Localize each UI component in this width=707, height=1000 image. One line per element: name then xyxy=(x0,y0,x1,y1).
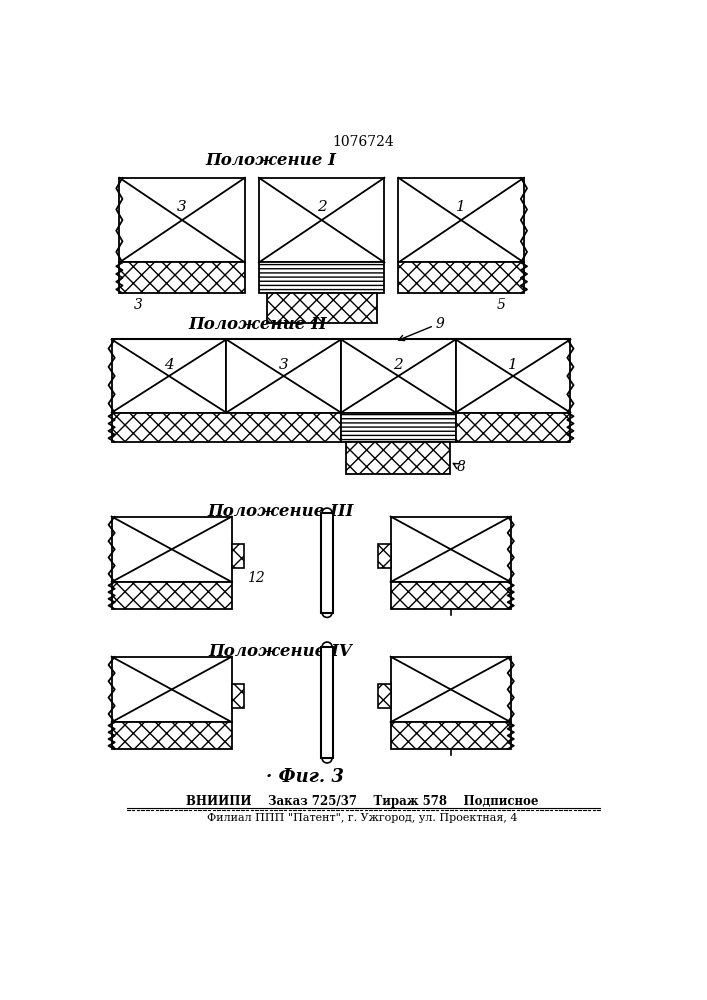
Bar xyxy=(378,684,391,708)
Bar xyxy=(341,339,456,413)
Bar xyxy=(112,722,232,749)
Bar xyxy=(456,339,571,413)
Text: · Фиг. 3: · Фиг. 3 xyxy=(267,768,344,786)
Text: 5: 5 xyxy=(496,298,505,312)
Bar xyxy=(112,657,232,722)
Text: 8: 8 xyxy=(457,460,466,474)
Bar xyxy=(119,178,245,262)
Bar xyxy=(391,517,510,582)
Bar xyxy=(391,657,510,722)
Bar xyxy=(346,442,450,474)
Text: Положение IV: Положение IV xyxy=(209,643,353,660)
Text: 2: 2 xyxy=(394,358,403,372)
Text: 4: 4 xyxy=(164,358,174,372)
Text: 9: 9 xyxy=(436,317,445,331)
Text: 3: 3 xyxy=(279,358,288,372)
Bar xyxy=(267,293,377,323)
Text: 2: 2 xyxy=(317,200,327,214)
Bar xyxy=(112,517,232,582)
Text: Положение II: Положение II xyxy=(188,316,327,333)
Text: 12: 12 xyxy=(247,571,265,585)
Bar xyxy=(391,722,510,749)
Bar xyxy=(232,684,244,708)
Text: 3: 3 xyxy=(134,298,144,312)
Bar xyxy=(321,647,333,758)
Bar xyxy=(398,262,524,293)
Text: Положение I: Положение I xyxy=(205,152,336,169)
Bar xyxy=(232,544,244,568)
Text: 1: 1 xyxy=(456,200,466,214)
Bar xyxy=(378,544,391,568)
Bar xyxy=(259,178,385,262)
Bar xyxy=(398,178,524,262)
Bar xyxy=(119,262,245,293)
Bar xyxy=(259,262,385,293)
Text: ВНИИПИ    Заказ 725/37    Тираж 578    Подписное: ВНИИПИ Заказ 725/37 Тираж 578 Подписное xyxy=(187,795,539,808)
Bar xyxy=(341,413,456,442)
Bar xyxy=(112,582,232,609)
Bar xyxy=(321,513,333,613)
Text: 1076724: 1076724 xyxy=(332,135,394,149)
Bar xyxy=(456,413,571,442)
Bar xyxy=(226,339,341,413)
Bar xyxy=(112,339,226,413)
Bar xyxy=(112,413,341,442)
Text: Положение III: Положение III xyxy=(207,503,354,520)
Text: Филиал ППП "Патент", г. Ужгород, ул. Проектная, 4: Филиал ППП "Патент", г. Ужгород, ул. Про… xyxy=(207,813,518,823)
Bar xyxy=(391,582,510,609)
Text: 3: 3 xyxy=(177,200,187,214)
Text: 1: 1 xyxy=(508,358,518,372)
